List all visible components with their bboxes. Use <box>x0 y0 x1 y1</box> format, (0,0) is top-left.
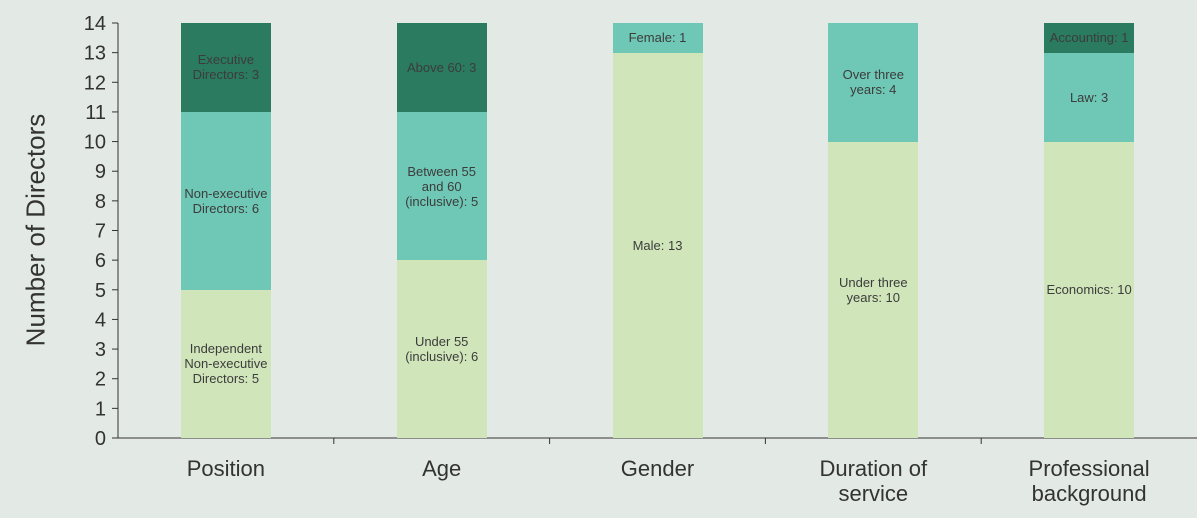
bar-segment: Law: 3 <box>1044 52 1135 142</box>
y-tick-label: 7 <box>95 221 106 243</box>
y-tick-label: 6 <box>95 250 106 272</box>
y-tick-label: 1 <box>95 398 106 420</box>
y-tick-label: 4 <box>95 309 106 331</box>
y-axis-label: Number of Directors <box>20 113 51 347</box>
y-tick-label: 11 <box>85 102 106 124</box>
bar-segment: Independent Non-executive Directors: 5 <box>180 289 271 438</box>
bar-segment: Under three years: 10 <box>828 141 919 438</box>
segment-label: Female: 1 <box>628 30 687 46</box>
y-tick-label: 14 <box>84 13 106 35</box>
bar-segment: Executive Directors: 3 <box>180 23 271 112</box>
segment-label: Over three years: 4 <box>842 67 904 98</box>
segment-label: Independent Non-executive Directors: 5 <box>184 341 268 387</box>
bar-segment: Non-executive Directors: 6 <box>180 111 271 290</box>
bar-segment: Male: 13 <box>612 52 703 438</box>
bar-segment: Between 55 and 60 (inclusive): 5 <box>396 111 487 261</box>
bar-segment: Under 55 (inclusive): 6 <box>396 260 487 438</box>
segment-label: Under three years: 10 <box>838 274 908 305</box>
segment-label: Accounting: 1 <box>1049 30 1129 46</box>
y-tick-label: 3 <box>95 339 106 361</box>
x-tick-label: Position <box>186 456 266 481</box>
segment-label: Law: 3 <box>1069 89 1109 105</box>
bar-segment: Economics: 10 <box>1044 141 1135 438</box>
segment-label: Non-executive Directors: 6 <box>184 185 268 216</box>
segment-label: Under 55 (inclusive): 6 <box>405 334 479 365</box>
y-tick-label: 2 <box>95 369 106 391</box>
y-tick-label: 5 <box>95 280 106 302</box>
y-tick-label: 0 <box>95 428 106 450</box>
x-tick-label: Gender <box>620 456 695 481</box>
bar-segment: Over three years: 4 <box>828 23 919 142</box>
segment-label: Executive Directors: 3 <box>192 52 260 83</box>
bar-segment: Above 60: 3 <box>396 23 487 112</box>
segment-label: Between 55 and 60 (inclusive): 5 <box>405 163 479 209</box>
x-tick-label: Duration of service <box>819 456 928 506</box>
y-tick-label: 10 <box>84 132 106 154</box>
x-tick-label: Professional background <box>1028 456 1150 506</box>
segment-label: Male: 13 <box>632 237 683 253</box>
x-tick-label: Age <box>422 456 462 481</box>
y-tick-label: 12 <box>84 72 106 94</box>
bar-segment: Accounting: 1 <box>1044 23 1135 53</box>
y-tick-label: 13 <box>84 43 106 65</box>
segment-label: Economics: 10 <box>1046 282 1132 298</box>
y-tick-label: 8 <box>95 191 106 213</box>
segment-label: Above 60: 3 <box>406 59 477 75</box>
bar-segment: Female: 1 <box>612 23 703 53</box>
y-tick-label: 9 <box>95 161 106 183</box>
